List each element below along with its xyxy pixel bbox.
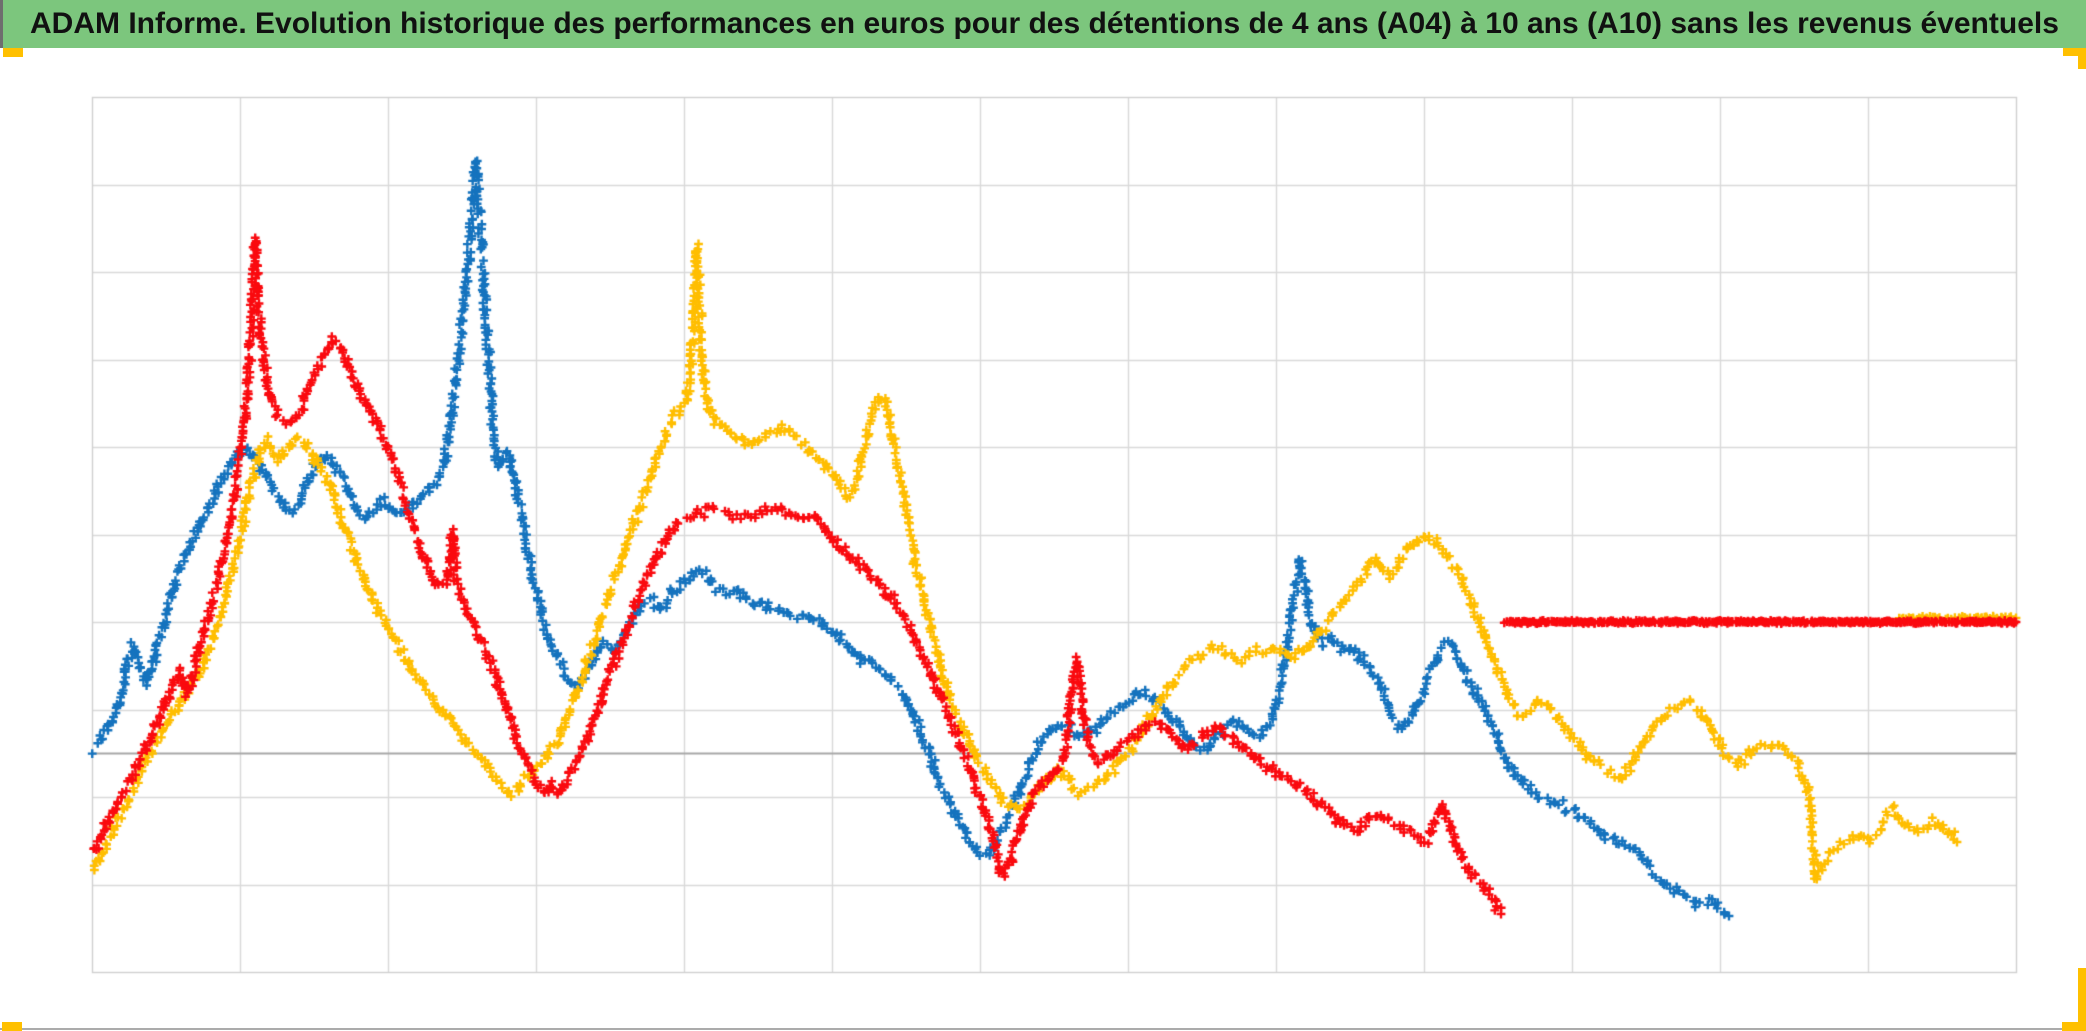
- gold-accent-bottom-left: [2, 1022, 22, 1031]
- bottom-border-line: [0, 1028, 2086, 1030]
- gold-accent-bottom-right-horizontal: [2062, 1022, 2086, 1031]
- gold-accent-bottom-right-vertical: [2078, 968, 2086, 1031]
- page-title: ADAM Informe. Evolution historique des p…: [30, 7, 2059, 40]
- gold-accent-top-right-horizontal: [2063, 48, 2086, 56]
- chart-title-bar: ADAM Informe. Evolution historique des p…: [0, 0, 2086, 48]
- gold-accent-top-right-vertical: [2078, 48, 2086, 69]
- window-edge-strip: [0, 0, 3, 48]
- gold-accent-header-left: [3, 48, 23, 57]
